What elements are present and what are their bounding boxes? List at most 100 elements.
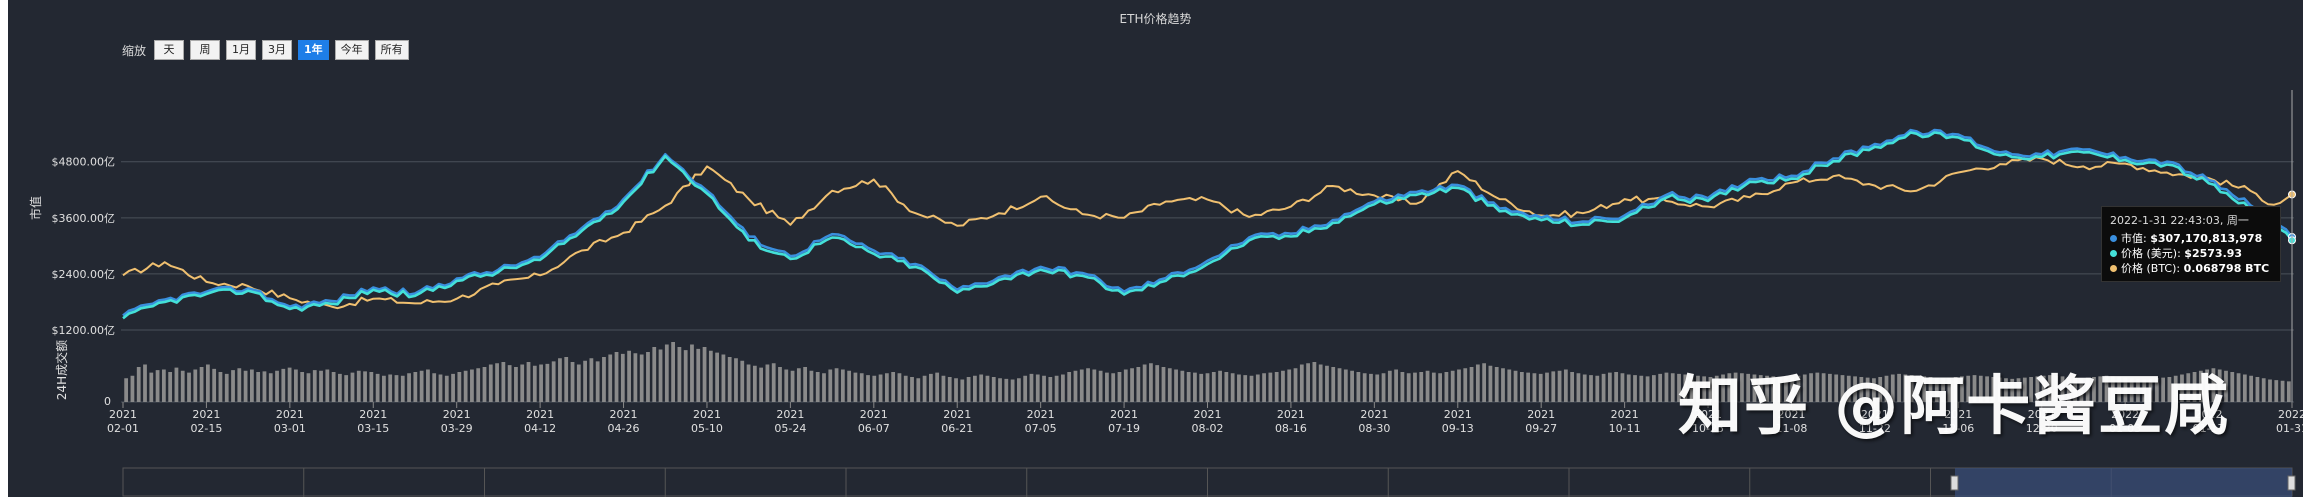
volume-bar — [1381, 373, 1386, 402]
volume-bar — [249, 369, 254, 402]
volume-bar — [866, 375, 870, 402]
volume-bar — [1067, 372, 1072, 402]
x-tick-date: 09-27 — [1525, 422, 1557, 435]
volume-bar — [1909, 375, 1914, 402]
volume-bar — [1312, 362, 1317, 402]
volume-bar — [979, 374, 984, 402]
range-button-ytd[interactable]: 今年 — [334, 40, 369, 60]
volume-bar — [1161, 367, 1166, 402]
volume-bar — [2022, 377, 2027, 402]
volume-bar — [1186, 372, 1191, 402]
y-tick-label: $1200.00亿 — [52, 324, 116, 337]
volume-bar — [1400, 372, 1405, 402]
volume-bar — [507, 365, 512, 402]
volume-bar — [589, 358, 594, 402]
volume-bar — [1802, 374, 1807, 402]
volume-bar — [1356, 372, 1361, 402]
volume-bar — [646, 352, 650, 402]
volume-bar — [966, 377, 971, 402]
volume-bar — [595, 361, 600, 402]
volume-bar — [740, 360, 745, 402]
range-button-3m[interactable]: 3月 — [262, 40, 293, 60]
volume-bar — [407, 373, 411, 402]
volume-bar — [1092, 369, 1097, 402]
volume-bar — [2148, 378, 2153, 402]
tooltip-row-price-btc: 价格 (BTC): 0.068798 BTC — [2110, 261, 2272, 276]
range-button-day[interactable]: 天 — [154, 40, 185, 60]
volume-bar — [734, 358, 738, 402]
volume-bar — [696, 348, 701, 402]
volume-bar — [1494, 367, 1499, 402]
volume-bar — [539, 364, 543, 402]
volume-bar — [2085, 377, 2090, 402]
volume-bar — [1595, 375, 1600, 402]
volume-bar — [658, 349, 663, 402]
volume-bar — [432, 373, 437, 402]
volume-bar — [708, 350, 713, 402]
volume-bar — [928, 373, 933, 402]
volume-bar — [1865, 377, 1870, 402]
range-button-1m[interactable]: 1月 — [226, 40, 257, 60]
range-button-all[interactable]: 所有 — [374, 40, 409, 60]
volume-bar — [941, 375, 946, 402]
volume-bar — [470, 369, 474, 402]
volume-bar — [822, 373, 826, 402]
series-dot-icon — [2110, 235, 2117, 242]
x-tick-date: 10-25 — [1692, 422, 1724, 435]
x-tick-date: 07-19 — [1108, 422, 1140, 435]
volume-bar — [1513, 370, 1518, 402]
volume-bar — [319, 370, 323, 402]
volume-bar — [2205, 369, 2210, 402]
volume-bar — [1023, 375, 1028, 402]
volume-bar — [1243, 375, 1248, 402]
volume-bar — [1683, 374, 1688, 402]
volume-bar — [1576, 373, 1581, 402]
x-tick-year: 2021 — [1694, 408, 1722, 421]
volume-bar — [1262, 373, 1266, 402]
tooltip-value: $307,170,813,978 — [2150, 232, 2263, 245]
zoom-label: 缩放 — [122, 43, 147, 58]
volume-bar — [1431, 372, 1436, 402]
volume-bar — [564, 357, 569, 402]
range-button-week[interactable]: 周 — [190, 40, 221, 60]
volume-bar — [180, 370, 185, 402]
volume-bar — [501, 362, 506, 402]
volume-bar — [1922, 376, 1927, 402]
volume-bar — [1155, 365, 1160, 402]
volume-bar — [1457, 369, 1461, 402]
navigator[interactable] — [122, 467, 2296, 497]
x-tick-year: 2021 — [1861, 408, 1889, 421]
volume-bar — [1249, 375, 1254, 402]
x-tick-year: 2021 — [526, 408, 554, 421]
volume-bar — [1224, 372, 1229, 402]
volume-bar — [828, 369, 833, 402]
volume-bar — [2173, 375, 2178, 402]
volume-bar — [1274, 372, 1279, 402]
volume-bar — [1369, 373, 1373, 402]
x-tick-date: 11-08 — [1775, 422, 1807, 435]
volume-bar — [488, 364, 493, 402]
volume-bar — [903, 375, 908, 402]
volume-bar — [1117, 372, 1122, 402]
volume-bar — [2249, 375, 2254, 402]
volume-bar — [627, 350, 631, 402]
range-button-1y[interactable]: 1年 — [298, 40, 329, 60]
volume-bar — [1306, 363, 1310, 402]
volume-bar — [1601, 373, 1606, 402]
volume-bar — [803, 367, 808, 402]
volume-bar — [1872, 378, 1876, 402]
volume-bar — [1501, 368, 1505, 402]
volume-bar — [1947, 377, 1952, 402]
volume-bar — [1664, 372, 1669, 402]
volume-bar — [1721, 374, 1725, 402]
x-tick-year: 2021 — [1277, 408, 1305, 421]
volume-bar — [790, 370, 795, 402]
volume-bar — [1287, 369, 1292, 402]
volume-bar — [1853, 376, 1857, 402]
volume-bar — [1293, 368, 1298, 402]
chart-plot[interactable]: $1200.00亿 $2400.00亿 $3600.00亿 $4800.00亿 0 市值 2… — [8, 0, 2303, 497]
volume-bar — [1325, 365, 1329, 402]
volume-bar — [1255, 374, 1260, 402]
x-tick-date: 10-11 — [1609, 422, 1641, 435]
volume-bar — [1796, 375, 1801, 402]
